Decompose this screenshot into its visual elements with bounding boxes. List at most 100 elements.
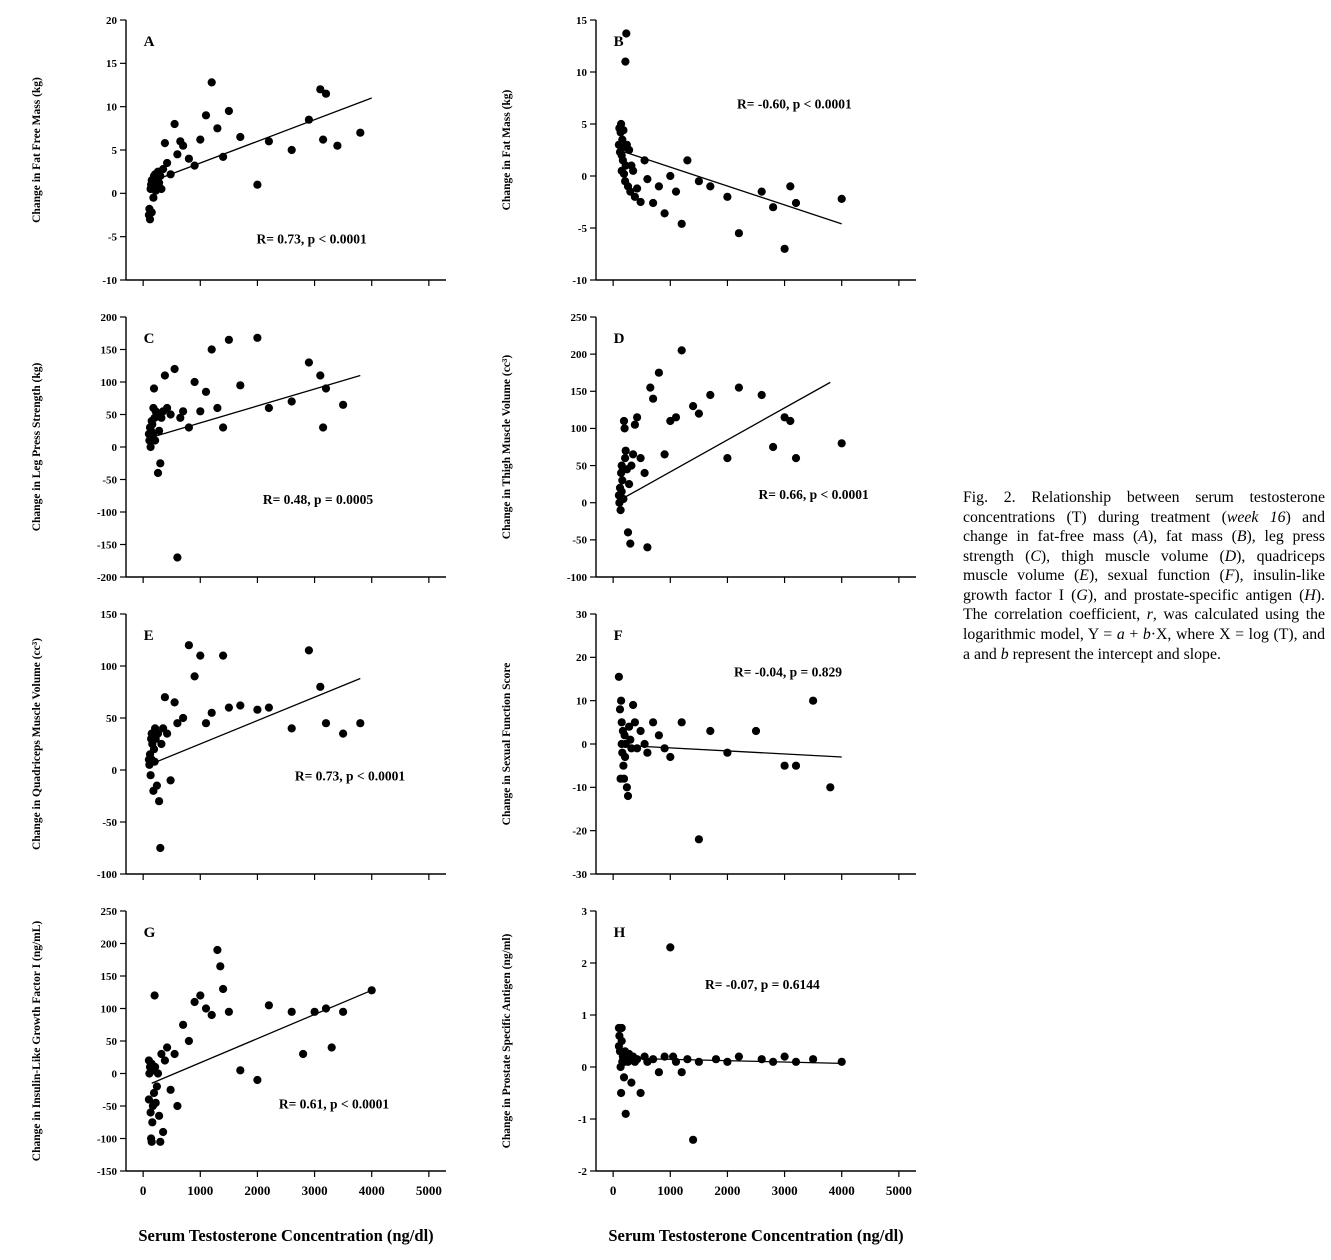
svg-text:-10: -10: [572, 275, 587, 287]
svg-text:20: 20: [106, 15, 118, 27]
svg-text:15: 15: [106, 58, 118, 70]
y-ticks: -10 -5 0 5 10 15 20: [102, 15, 126, 287]
correlation-annotation: R= -0.07, p = 0.6144: [705, 977, 820, 992]
y-ticks: -100 -50 0 50 100 150 200 250: [567, 312, 596, 584]
svg-text:1000: 1000: [187, 1183, 213, 1198]
svg-text:1000: 1000: [657, 1183, 683, 1198]
svg-text:-30: -30: [572, 869, 587, 881]
svg-text:10: 10: [576, 67, 588, 79]
svg-text:3: 3: [582, 906, 588, 918]
svg-text:0: 0: [582, 739, 588, 751]
svg-text:50: 50: [576, 460, 588, 472]
figure-2: -10 -5 0 5 10 15 20 A R= 0.73, p < 0.0001 Change …: [26, 4, 966, 1246]
svg-text:3000: 3000: [772, 1183, 798, 1198]
svg-text:10: 10: [106, 101, 118, 113]
svg-text:1: 1: [582, 1010, 588, 1022]
svg-text:30: 30: [576, 609, 588, 621]
svg-text:-100: -100: [97, 1133, 118, 1145]
svg-text:250: 250: [571, 312, 588, 324]
x-ticks: [612, 874, 900, 880]
svg-text:0: 0: [112, 1068, 118, 1080]
correlation-annotation: R= -0.04, p = 0.829: [734, 664, 842, 679]
data-points: [614, 672, 835, 844]
svg-text:100: 100: [101, 661, 118, 673]
scatter-panel-a: -10 -5 0 5 10 15 20 A R= 0.73, p < 0.0001 Change …: [26, 4, 486, 301]
svg-text:4000: 4000: [359, 1183, 385, 1198]
svg-text:10: 10: [576, 695, 588, 707]
scatter-panel-h: -2 -1 0 1 2 3 0 1000 2000 3000 4000 5000 H R= -0.07, …: [496, 895, 956, 1224]
data-points: [144, 78, 365, 224]
svg-text:50: 50: [106, 713, 118, 725]
y-axis-label: Change in Fat Mass (kg): [501, 89, 513, 210]
svg-text:-20: -20: [572, 825, 587, 837]
svg-text:2000: 2000: [714, 1183, 740, 1198]
regression-line: [621, 744, 842, 758]
x-ticks: 0 1000 2000 3000 4000 5000: [610, 1171, 912, 1198]
panel-letter: H: [614, 925, 626, 941]
axes: [595, 20, 916, 281]
axes: [125, 614, 446, 875]
regression-line: [621, 1057, 842, 1065]
correlation-annotation: R= 0.73, p < 0.0001: [295, 768, 406, 783]
svg-text:-1: -1: [578, 1114, 587, 1126]
data-points: [614, 29, 846, 253]
svg-text:200: 200: [101, 938, 118, 950]
panel-letter: C: [144, 331, 155, 347]
svg-text:-50: -50: [102, 1101, 117, 1113]
svg-text:50: 50: [106, 409, 118, 421]
svg-text:-100: -100: [97, 869, 118, 881]
figure-caption: Fig. 2. Relationship between serum testo…: [963, 489, 1325, 663]
y-axis-label: Change in Insulin-Like Growth Factor I (…: [31, 921, 43, 1162]
scatter-plot-svg: -2 -1 0 1 2 3 0 1000 2000 3000 4000 5000 H R= -0.07, …: [501, 906, 916, 1198]
svg-text:100: 100: [101, 377, 118, 389]
svg-text:100: 100: [571, 423, 588, 435]
y-ticks: -2 -1 0 1 2 3: [578, 906, 596, 1178]
regression-line: [621, 150, 842, 225]
svg-text:200: 200: [571, 349, 588, 361]
svg-text:150: 150: [101, 609, 118, 621]
scatter-panel-g: -150 -100 -50 0 50 100 150 200 250 0 1000 2000 3000 4…: [26, 895, 486, 1224]
svg-text:4000: 4000: [829, 1183, 855, 1198]
regression-line: [151, 677, 361, 765]
svg-text:5000: 5000: [416, 1183, 442, 1198]
svg-text:-150: -150: [97, 539, 118, 551]
svg-text:0: 0: [610, 1183, 617, 1198]
y-axis-label: Change in Leg Press Strength (kg): [31, 363, 43, 532]
scatter-panel-b: -10 -5 0 5 10 15 B R= -0.60, p < 0.0001 Change i…: [496, 4, 956, 301]
panel-letter: D: [614, 331, 625, 347]
svg-text:250: 250: [101, 906, 118, 918]
scatter-plot-svg: -30 -20 -10 0 10 20 30 F R= -0.04, p = 0.829 Chan…: [501, 609, 916, 881]
svg-text:-100: -100: [97, 507, 118, 519]
axes: [125, 911, 446, 1172]
svg-text:50: 50: [106, 1036, 118, 1048]
scatter-plot-svg: -200 -150 -100 -50 0 50 100 150 200 C R= 0.48, p =…: [31, 312, 446, 584]
svg-text:200: 200: [101, 312, 118, 324]
regression-line: [154, 97, 372, 181]
y-axis-label: Change in Fat Free Mass (kg): [31, 77, 43, 223]
scatter-plot-svg: -150 -100 -50 0 50 100 150 200 250 0 1000 2000 3000 4…: [31, 906, 446, 1198]
panel-letter: F: [614, 628, 623, 644]
svg-text:5000: 5000: [886, 1183, 912, 1198]
svg-text:0: 0: [112, 188, 118, 200]
y-ticks: -10 -5 0 5 10 15: [572, 15, 596, 287]
data-points: [144, 641, 365, 853]
scatter-plot-svg: -100 -50 0 50 100 150 200 250 D R= 0.66, p < 0.00…: [501, 312, 916, 584]
svg-text:150: 150: [101, 971, 118, 983]
svg-text:2000: 2000: [244, 1183, 270, 1198]
data-points: [614, 346, 846, 552]
svg-text:0: 0: [582, 1062, 588, 1074]
panel-letter: G: [144, 925, 156, 941]
svg-text:2: 2: [582, 958, 588, 970]
panel-letter: E: [144, 628, 154, 644]
x-ticks: [612, 280, 900, 286]
x-ticks: [142, 280, 430, 286]
panel-letter: A: [144, 34, 155, 50]
scatter-panel-f: -30 -20 -10 0 10 20 30 F R= -0.04, p = 0.829 Chan…: [496, 598, 956, 895]
svg-text:-10: -10: [572, 782, 587, 794]
svg-text:100: 100: [101, 1003, 118, 1015]
svg-text:5: 5: [582, 119, 588, 131]
y-axis-label: Change in Thigh Muscle Volume (cc³): [501, 355, 513, 540]
panel-letter: B: [614, 34, 624, 50]
correlation-annotation: R= 0.61, p < 0.0001: [279, 1097, 390, 1112]
svg-text:5: 5: [112, 145, 118, 157]
